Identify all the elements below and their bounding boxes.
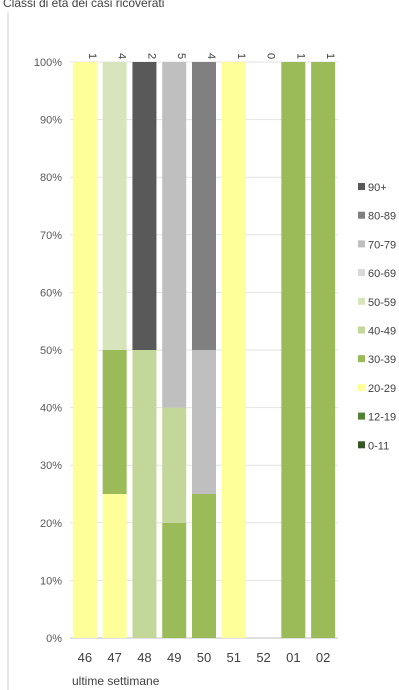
bar-segment-02-30-39 bbox=[311, 62, 336, 638]
y-tick-label: 10% bbox=[40, 575, 62, 587]
x-tick-label: 52 bbox=[256, 650, 270, 665]
count-label: 1 bbox=[294, 53, 306, 59]
x-tick-label: 46 bbox=[78, 650, 92, 665]
legend-swatch bbox=[358, 412, 365, 420]
bar-segment-47-50-59 bbox=[102, 62, 127, 350]
bar-segment-49-40-49 bbox=[162, 407, 187, 523]
bar-segment-49-70-79 bbox=[162, 62, 187, 408]
count-label: 2 bbox=[145, 53, 157, 59]
x-tick-label: 47 bbox=[107, 650, 121, 665]
legend-swatch bbox=[358, 326, 365, 334]
page-title: Classi di età dei casi ricoverati bbox=[3, 0, 164, 10]
x-tick-label: 01 bbox=[286, 650, 300, 665]
legend-item-20-29: 20-29 bbox=[358, 383, 396, 395]
bar-segment-01-30-39 bbox=[281, 62, 306, 638]
y-axis-ticks: 0% 10% 20% 30% 40% 50% 60% 70% 80% 90% 100% bbox=[34, 57, 62, 645]
legend-label: 90+ bbox=[368, 182, 387, 194]
legend-item-30-39: 30-39 bbox=[358, 354, 396, 366]
y-tick-label: 40% bbox=[40, 403, 62, 415]
y-tick-label: 30% bbox=[40, 460, 62, 472]
bar-segment-48-90+ bbox=[132, 62, 157, 350]
y-tick-label: 50% bbox=[40, 345, 62, 357]
bar-segment-49-30-39 bbox=[162, 522, 187, 638]
legend-label: 12-19 bbox=[368, 412, 396, 424]
legend-item-70-79: 70-79 bbox=[358, 239, 396, 251]
bar-segment-48-40-49 bbox=[132, 350, 157, 638]
legend-item-40-49: 40-49 bbox=[358, 326, 396, 338]
bar-segment-47-30-39 bbox=[102, 350, 127, 494]
legend-label: 80-89 bbox=[368, 211, 396, 223]
count-labels: 1 4 2 5 4 1 0 1 1 bbox=[86, 53, 336, 59]
legend-item-0-11: 0-11 bbox=[358, 440, 389, 452]
legend-item-80-89: 80-89 bbox=[358, 211, 396, 223]
legend-label: 50-59 bbox=[368, 297, 396, 309]
count-label: 4 bbox=[205, 53, 217, 59]
legend-item-60-69: 60-69 bbox=[358, 268, 396, 280]
y-tick-label: 90% bbox=[40, 115, 62, 127]
legend-item-12-19: 12-19 bbox=[358, 412, 396, 424]
x-tick-label: 48 bbox=[137, 650, 151, 665]
x-tick-label: 49 bbox=[167, 650, 181, 665]
legend-label: 20-29 bbox=[368, 383, 396, 395]
x-axis-label: ultime settimane bbox=[72, 674, 160, 688]
x-tick-label: 50 bbox=[197, 650, 211, 665]
count-label: 1 bbox=[86, 53, 98, 59]
count-label: 0 bbox=[265, 53, 277, 59]
legend-swatch bbox=[358, 183, 365, 190]
legend-swatch bbox=[358, 383, 365, 391]
y-tick-label: 80% bbox=[40, 172, 62, 184]
x-tick-label: 51 bbox=[227, 650, 241, 665]
count-label: 1 bbox=[324, 53, 336, 59]
x-axis-ticks: 46 47 48 49 50 51 52 01 02 bbox=[78, 650, 331, 665]
bar-segment-51-20-29 bbox=[221, 62, 246, 638]
count-label: 5 bbox=[175, 53, 187, 59]
bars bbox=[72, 62, 336, 638]
count-label: 1 bbox=[235, 53, 247, 59]
legend-label: 40-49 bbox=[368, 326, 396, 338]
legend-label: 60-69 bbox=[368, 268, 396, 280]
legend-swatch bbox=[358, 240, 365, 248]
legend-item-50-59: 50-59 bbox=[358, 297, 396, 309]
bar-segment-50-80-89 bbox=[192, 62, 216, 350]
x-tick-label: 02 bbox=[316, 650, 330, 665]
legend-swatch bbox=[358, 269, 365, 277]
legend-swatch bbox=[358, 441, 365, 449]
y-tick-label: 60% bbox=[40, 287, 62, 299]
legend-swatch bbox=[358, 297, 365, 305]
legend: 90+ 80-89 70-79 60-69 50-59 40-49 30-39 20-29 12… bbox=[358, 182, 396, 452]
y-tick-label: 100% bbox=[34, 57, 62, 69]
bar-segment-46-20-29 bbox=[72, 62, 97, 638]
y-tick-label: 0% bbox=[46, 633, 62, 645]
legend-label: 70-79 bbox=[368, 239, 396, 251]
legend-swatch bbox=[358, 211, 365, 219]
bar-segment-50-70-79 bbox=[192, 350, 216, 494]
legend-swatch bbox=[358, 355, 365, 363]
legend-item-90+: 90+ bbox=[358, 182, 387, 194]
y-tick-label: 70% bbox=[40, 230, 62, 242]
count-label: 4 bbox=[116, 53, 128, 59]
bar-segment-47-20-29 bbox=[102, 494, 127, 638]
legend-label: 0-11 bbox=[368, 440, 389, 452]
bar-segment-50-30-39 bbox=[192, 494, 216, 638]
legend-label: 30-39 bbox=[368, 354, 396, 366]
y-tick-label: 20% bbox=[40, 518, 62, 530]
